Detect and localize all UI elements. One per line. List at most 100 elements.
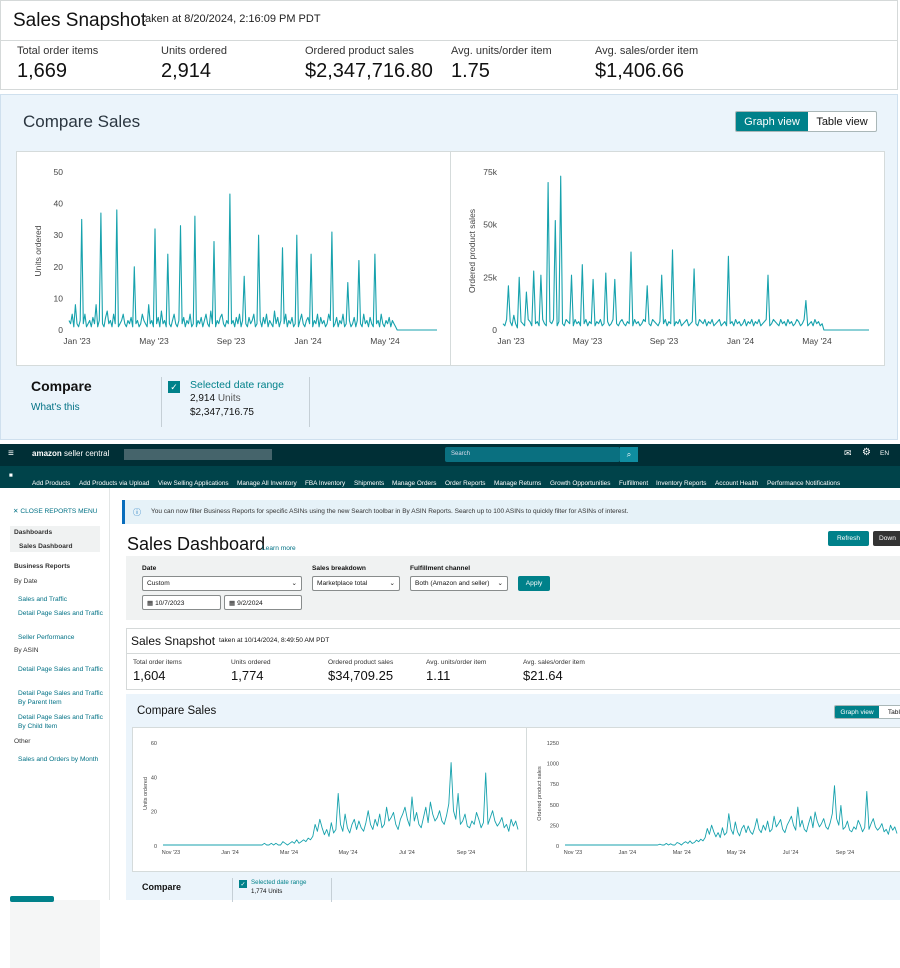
y-tick-label: 40 [54, 199, 64, 209]
hamburger-menu-icon[interactable]: ≡ [8, 448, 14, 459]
sidebar-item-orders-by-month[interactable]: Sales and Orders by Month [18, 756, 99, 763]
nav-item-9[interactable]: Growth Opportunities [550, 480, 611, 487]
y-tick-label: 500 [550, 803, 559, 809]
selected-range-checkbox[interactable]: ✓ [168, 381, 180, 393]
compare-sales-panel: Compare Sales Graph view Table view 0 10 2… [0, 94, 898, 440]
seller-central-topbar: ≡ amazon seller central Search ⌕ ✉ ⚙ EN [0, 444, 900, 466]
nav-item-0[interactable]: Add Products [32, 480, 71, 487]
series-line [68, 193, 437, 331]
screenshot-divider [0, 440, 900, 444]
selected-range-checkbox-2[interactable]: ✓ [239, 880, 247, 888]
from-date-input[interactable]: ▦ 10/7/2023 [142, 595, 221, 610]
date-select[interactable]: Custom ⌄ [142, 576, 302, 591]
nav-item-3[interactable]: Manage All Inventory [237, 480, 297, 487]
top-screenshot: Sales Snapshot taken at 8/20/2024, 2:16:… [0, 0, 900, 440]
search-input[interactable]: Search [445, 447, 620, 462]
sales-snapshot-panel-2: Sales Snapshot taken at 10/14/2024, 8:49… [126, 628, 900, 690]
sales-snapshot-title: Sales Snapshot [13, 10, 147, 31]
selected-range-label: Selected date range [190, 379, 284, 391]
x-tick-label: Jul '24 [783, 850, 799, 856]
refresh-button[interactable]: Refresh [828, 531, 869, 546]
sales-chart: 0 25k 50k 75k Ordered product sales Jan '23 Ma… [450, 151, 885, 366]
to-date-input[interactable]: ▦ 9/2/2024 [224, 595, 302, 610]
bookmark-icon[interactable]: ■ [9, 472, 13, 479]
x-tick-label: May '24 [370, 336, 400, 346]
y-tick-label: 750 [550, 782, 559, 788]
amazon-seller-central-logo[interactable]: amazon seller central [32, 449, 110, 458]
learn-more-link[interactable]: Learn more [262, 545, 296, 552]
snapshot-divider [127, 653, 900, 654]
chevron-down-icon: ⌄ [291, 580, 297, 587]
table-view-button-2[interactable]: Table vi [887, 708, 900, 716]
x-tick-label: Jul '24 [399, 850, 415, 856]
channel-label: Fulfillment channel [410, 565, 471, 572]
nav-item-4[interactable]: FBA Inventory [305, 480, 346, 487]
x-tick-label: Jan '23 [63, 336, 90, 346]
mail-icon[interactable]: ✉ [844, 448, 852, 458]
dashboards-heading: Dashboards [14, 529, 53, 536]
y-tick-label: 75k [483, 167, 497, 177]
selected-range-block: ✓ Selected date range 2,914 Units $2,347… [161, 377, 310, 427]
x-tick-label: Jan '24 [294, 336, 321, 346]
metric-avg-units-2: Avg. units/order item 1.11 [426, 659, 487, 683]
selected-range-block-2: ✓ Selected date range 1,774 Units [232, 878, 332, 902]
x-tick-label: Mar '24 [673, 850, 691, 856]
y-tick-label: 60 [151, 741, 157, 747]
sidebar-item-asin-child[interactable]: Detail Page Sales and Traffic By Child I… [18, 714, 103, 730]
sidebar-item-detail-page[interactable]: Detail Page Sales and Traffic [18, 610, 103, 617]
close-reports-menu[interactable]: ✕ CLOSE REPORTS MENU [13, 508, 98, 515]
compare-label-2: Compare [142, 882, 182, 892]
metric-ordered-product-sales: Ordered product sales $2,347,716.80 [305, 45, 433, 82]
search-icon[interactable]: ⌕ [620, 447, 638, 462]
compare-sales-title-2: Compare Sales [137, 705, 217, 717]
info-icon: ⓘ [133, 508, 141, 517]
y-tick-label: 25k [483, 272, 497, 282]
sidebar-item-asin-parent[interactable]: Detail Page Sales and Traffic By Parent … [18, 690, 103, 706]
gear-icon[interactable]: ⚙ [862, 447, 871, 458]
whats-this-link[interactable]: What's this [31, 402, 80, 413]
metric-total-order-items: Total order items 1,669 [17, 45, 99, 82]
graph-view-button-2[interactable]: Graph view [835, 706, 879, 718]
nav-item-8[interactable]: Manage Returns [494, 480, 542, 487]
nav-item-10[interactable]: Fulfillment [619, 480, 649, 487]
y-tick-label: 40 [151, 775, 157, 781]
download-button[interactable]: Down [873, 531, 900, 546]
main-content: ⓘ You can now filter Business Reports fo… [110, 488, 900, 902]
y-tick-label: 0 [492, 325, 497, 335]
nav-item-12[interactable]: Account Health [715, 480, 759, 487]
view-toggle: Graph view Table view [735, 111, 877, 132]
account-selector[interactable] [124, 449, 272, 460]
breakdown-select[interactable]: Marketplace total ⌄ [312, 576, 400, 591]
nav-item-2[interactable]: View Selling Applications [158, 480, 229, 487]
apply-button[interactable]: Apply [518, 576, 550, 591]
x-tick-label: Nov '23 [162, 850, 180, 856]
nav-item-13[interactable]: Performance Notifications [767, 480, 841, 487]
nav-item-5[interactable]: Shipments [354, 480, 385, 487]
nav-item-7[interactable]: Order Reports [445, 480, 486, 487]
date-label: Date [142, 565, 157, 572]
x-tick-label: Sep '24 [457, 850, 475, 856]
nav-item-11[interactable]: Inventory Reports [656, 480, 707, 487]
metric-total-order-items-2: Total order items 1,604 [133, 659, 182, 683]
language-selector[interactable]: EN [880, 450, 890, 457]
units-ordered-chart: 0 10 20 30 40 50 Units ordered Jan '23 May '23 Se… [16, 151, 451, 366]
sidebar-item-asin-detail[interactable]: Detail Page Sales and Traffic [18, 666, 103, 673]
nav-item-6[interactable]: Manage Orders [392, 480, 437, 487]
x-tick-label: Sep '23 [217, 336, 246, 346]
graph-view-button[interactable]: Graph view [736, 112, 808, 131]
sales-snapshot-title-2: Sales Snapshot [131, 634, 216, 648]
channel-select[interactable]: Both (Amazon and seller) ⌄ [410, 576, 508, 591]
by-asin-heading: By ASIN [14, 647, 39, 654]
series-line [502, 175, 869, 331]
nav-item-1[interactable]: Add Products via Upload [79, 480, 150, 487]
bottom-left-button[interactable] [10, 896, 54, 902]
sidebar-item-sales-traffic[interactable]: Sales and Traffic [18, 596, 67, 603]
table-view-button[interactable]: Table view [816, 115, 868, 128]
sidebar-item-sales-dashboard[interactable]: Sales Dashboard [19, 543, 73, 550]
y-tick-label: 20 [151, 810, 157, 816]
sidebar-item-seller-performance[interactable]: Seller Performance [18, 634, 75, 641]
x-tick-label: Mar '24 [280, 850, 298, 856]
x-tick-label: Jan '23 [497, 336, 524, 346]
reports-sidebar: ✕ CLOSE REPORTS MENU Dashboards Sales Da… [0, 488, 110, 968]
y-tick-label: 30 [54, 230, 64, 240]
